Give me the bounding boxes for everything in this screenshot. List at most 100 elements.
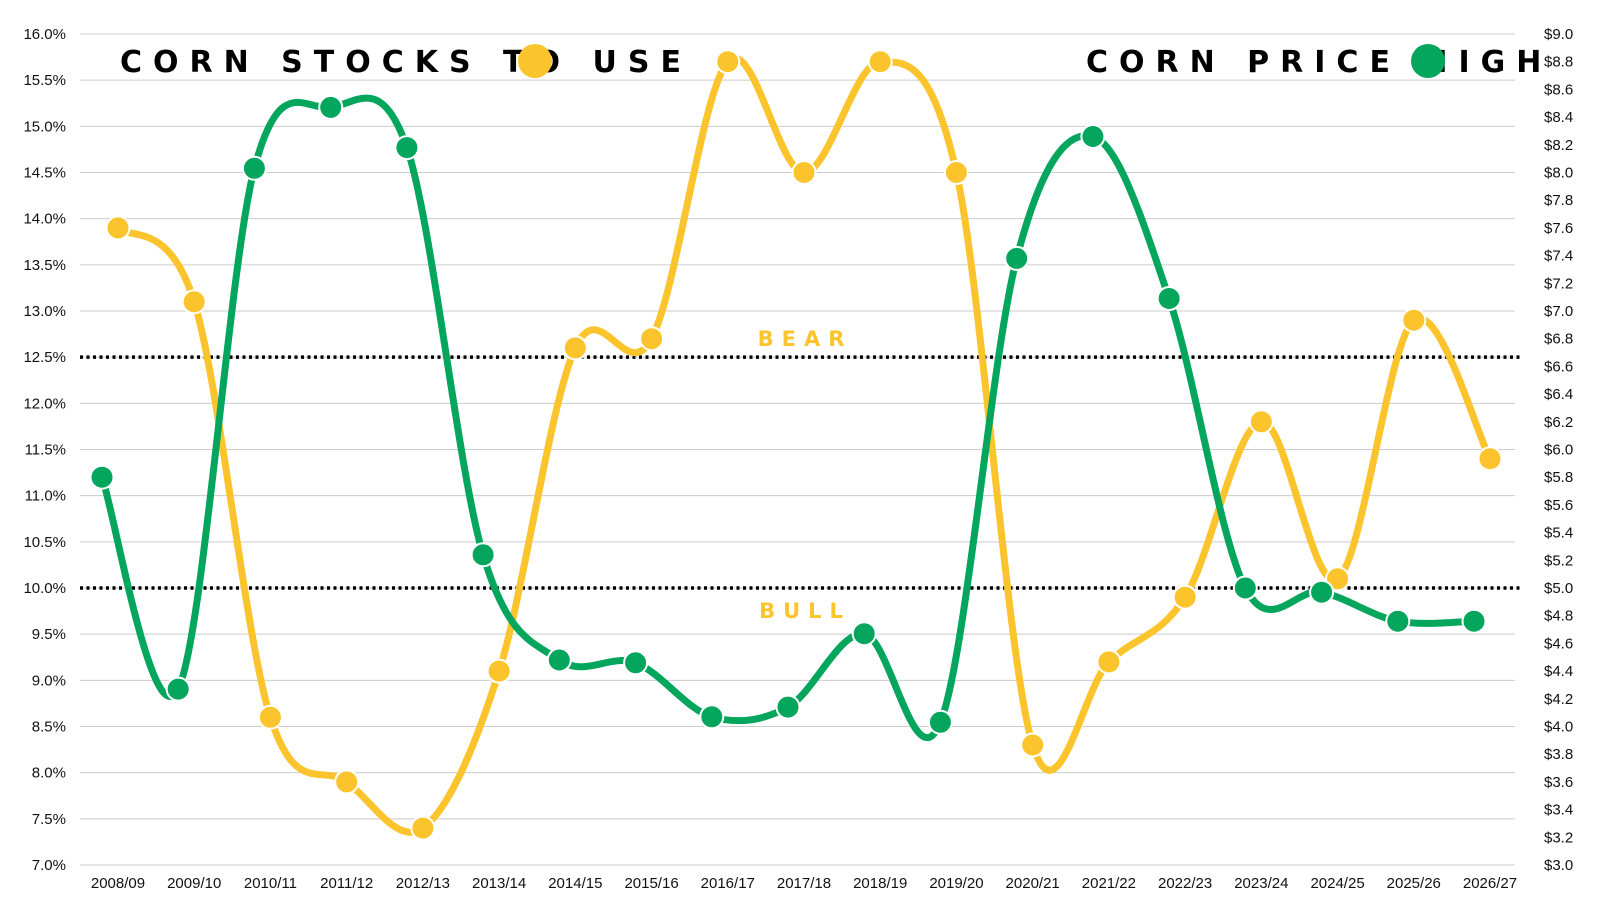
x-tick-label: 2016/17 [701, 875, 755, 892]
right-tick-label: $7.8 [1544, 192, 1573, 209]
data-point [623, 650, 649, 676]
left-tick-label: 12.0% [23, 395, 66, 412]
right-tick-label: $9.0 [1544, 26, 1573, 43]
right-tick-label: $4.4 [1544, 663, 1573, 680]
right-tick-label: $4.0 [1544, 719, 1573, 736]
right-tick-label: $3.6 [1544, 774, 1573, 791]
left-tick-label: 15.0% [23, 118, 66, 135]
data-point [1172, 584, 1198, 610]
bear-label: BEAR [758, 327, 853, 351]
x-tick-label: 2020/21 [1006, 875, 1060, 892]
data-point [486, 658, 512, 684]
right-tick-label: $5.6 [1544, 497, 1573, 514]
left-tick-label: 8.0% [32, 765, 66, 782]
right-tick-label: $5.8 [1544, 469, 1573, 486]
legend-price-marker [1411, 44, 1445, 78]
data-point [546, 647, 572, 673]
right-tick-label: $6.8 [1544, 331, 1573, 348]
data-point [1461, 608, 1487, 634]
right-tick-label: $3.0 [1544, 857, 1573, 874]
data-point [562, 335, 588, 361]
data-point [1309, 579, 1335, 605]
data-point [1385, 608, 1411, 634]
x-tick-label: 2012/13 [396, 875, 450, 892]
right-tick-label: $3.4 [1544, 802, 1573, 819]
data-point [867, 49, 893, 75]
right-tick-label: $7.2 [1544, 275, 1573, 292]
right-tick-label: $5.4 [1544, 525, 1573, 542]
x-tick-label: 2025/26 [1387, 875, 1441, 892]
x-tick-label: 2011/12 [320, 875, 373, 892]
data-point [943, 160, 969, 185]
x-tick-label: 2015/16 [624, 875, 678, 892]
right-tick-label: $4.6 [1544, 635, 1573, 652]
right-tick-label: $8.0 [1544, 165, 1573, 182]
left-tick-label: 13.5% [23, 257, 66, 274]
data-point [1096, 649, 1122, 675]
right-tick-label: $7.6 [1544, 220, 1573, 237]
data-point [334, 769, 360, 795]
x-tick-label: 2019/20 [929, 875, 983, 892]
left-tick-label: 12.5% [23, 349, 66, 366]
left-tick-label: 7.5% [32, 811, 66, 828]
data-point [1325, 566, 1351, 592]
legend-price-label: CORN PRICE HIGH [1086, 45, 1552, 80]
right-tick-label: $8.2 [1544, 137, 1573, 154]
data-point [105, 215, 131, 241]
x-tick-label: 2008/09 [91, 875, 145, 892]
right-tick-label: $3.2 [1544, 829, 1573, 846]
right-tick-label: $4.2 [1544, 691, 1573, 708]
x-tick-label: 2017/18 [777, 875, 831, 892]
left-tick-label: 10.0% [23, 580, 66, 597]
right-tick-label: $7.4 [1544, 248, 1573, 265]
x-tick-label: 2021/22 [1082, 875, 1136, 892]
left-tick-label: 10.5% [23, 534, 66, 551]
data-point [257, 704, 283, 730]
data-point [1477, 446, 1503, 472]
data-point [318, 94, 344, 120]
data-point [89, 464, 115, 490]
x-tick-label: 2018/19 [853, 875, 907, 892]
right-tick-label: $8.6 [1544, 81, 1573, 98]
x-tick-label: 2013/14 [472, 875, 526, 892]
right-tick-label: $6.0 [1544, 442, 1573, 459]
left-tick-label: 14.5% [23, 165, 66, 182]
series-price-high [89, 94, 1487, 742]
left-tick-label: 14.0% [23, 211, 66, 228]
data-point [927, 709, 953, 735]
right-tick-label: $8.8 [1544, 54, 1573, 71]
left-tick-label: 11.0% [25, 488, 66, 505]
data-point [241, 155, 267, 181]
data-point [775, 694, 801, 720]
x-tick-label: 2009/10 [167, 875, 221, 892]
right-tick-label: $5.0 [1544, 580, 1573, 597]
x-tick-label: 2014/15 [548, 875, 602, 892]
data-point [470, 542, 496, 568]
series-layer [89, 49, 1503, 841]
legend-stocks-label: CORN STOCKS TO USE [120, 45, 692, 80]
data-point [791, 160, 817, 185]
right-tick-label: $7.0 [1544, 303, 1573, 320]
series-line [98, 94, 1478, 742]
data-point [410, 815, 436, 841]
data-point [699, 704, 725, 730]
right-tick-label: $5.2 [1544, 552, 1573, 569]
left-tick-label: 13.0% [23, 303, 66, 320]
data-point [181, 289, 207, 315]
right-tick-label: $6.6 [1544, 358, 1573, 375]
legend-price: CORN PRICE HIGH [1086, 44, 1552, 80]
x-tick-label: 2026/27 [1463, 875, 1517, 892]
left-axis-tick-labels: 7.0% 7.5% 8.0% 8.5% 9.0% 9.5% 10.0% 10.5% 11.0% 1… [23, 26, 66, 874]
right-tick-label: $3.8 [1544, 746, 1573, 763]
data-point [639, 326, 665, 352]
x-tick-label: 2023/24 [1234, 875, 1288, 892]
legend-stocks-marker [518, 44, 552, 78]
data-point [1232, 575, 1258, 601]
x-tick-label: 2022/23 [1158, 875, 1212, 892]
reference-lines [80, 355, 1520, 590]
data-point [1401, 307, 1427, 333]
data-point [1156, 286, 1182, 311]
left-tick-label: 9.5% [32, 626, 66, 643]
right-tick-label: $6.2 [1544, 414, 1573, 431]
